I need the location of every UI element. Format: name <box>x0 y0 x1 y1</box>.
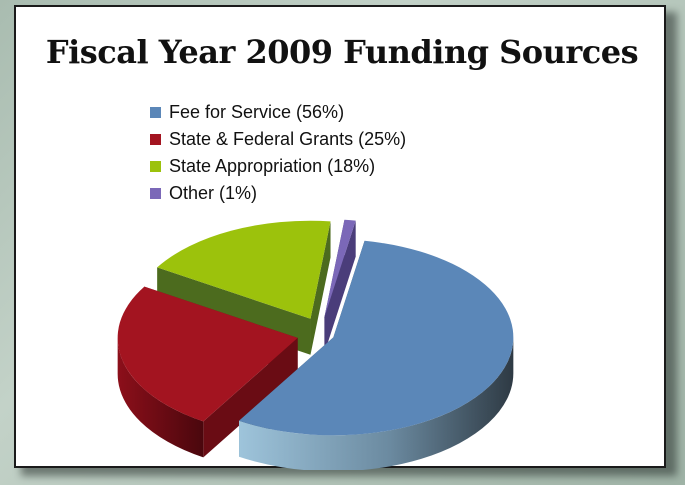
chart-card: Fiscal Year 2009 Funding Sources Fee for… <box>14 5 666 470</box>
chart-title: Fiscal Year 2009 Funding Sources <box>45 33 639 71</box>
slice-wall <box>117 337 204 458</box>
legend-label: State & Federal Grants (25%) <box>169 129 407 149</box>
legend-label: Other (1%) <box>169 183 258 203</box>
pie-slice <box>324 219 356 318</box>
slice-side-face <box>310 221 331 355</box>
pie-slice <box>117 286 298 422</box>
slice-side-face <box>203 337 298 458</box>
legend-item-other: Other (1%) <box>150 180 406 207</box>
pie-chart <box>117 219 514 470</box>
legend-swatch <box>150 134 161 145</box>
legend-label: State Appropriation (18%) <box>169 156 376 176</box>
pie-slice <box>239 240 514 436</box>
pie-slice <box>157 220 331 319</box>
legend-swatch <box>150 161 161 172</box>
slice-wall <box>239 337 514 470</box>
legend-item-grants: State & Federal Grants (25%) <box>150 126 406 153</box>
legend-swatch <box>150 188 161 199</box>
legend-item-appropriation: State Appropriation (18%) <box>150 153 406 180</box>
legend-label: Fee for Service (56%) <box>169 102 345 122</box>
legend-swatch <box>150 107 161 118</box>
legend-item-fee-for-service: Fee for Service (56%) <box>150 99 406 126</box>
chart-legend: Fee for Service (56%) State & Federal Gr… <box>150 99 406 207</box>
slice-side-face <box>324 220 356 354</box>
